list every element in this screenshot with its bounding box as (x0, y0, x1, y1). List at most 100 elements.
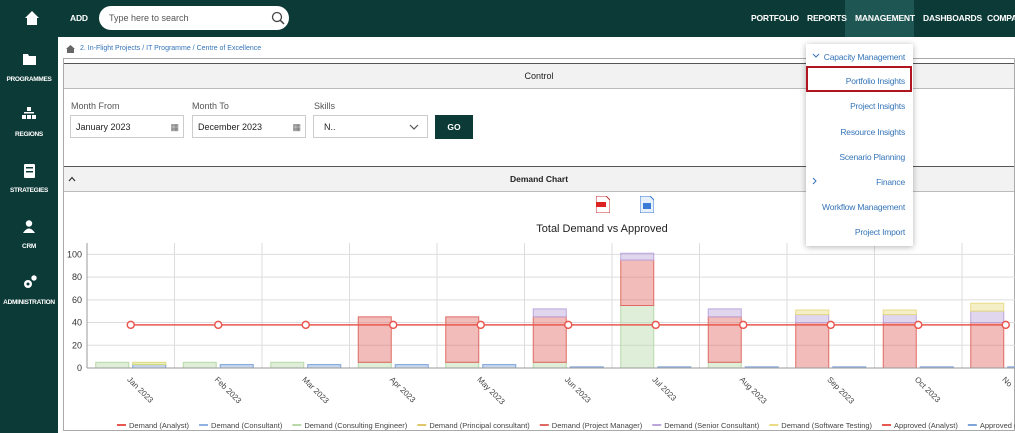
line-point (476, 320, 485, 330)
line-point (739, 320, 748, 330)
nav-item[interactable]: MANAGEMENT (855, 13, 915, 23)
chevron-down (409, 124, 419, 130)
y-tick-label: 100 (67, 249, 82, 259)
menu-item[interactable]: Resource Insights (840, 127, 905, 137)
x-tick-label: No (1000, 375, 1014, 389)
menu-item[interactable]: Project Insights (850, 101, 905, 111)
nav-item[interactable]: DASHBOARDS (923, 13, 982, 23)
menu-item[interactable]: Capacity Management (823, 52, 905, 62)
line-point (564, 320, 573, 330)
image-export-icon[interactable] (640, 196, 654, 213)
calendar-icon[interactable]: ▦ (292, 122, 301, 132)
chevron-right (812, 177, 817, 185)
menu-item[interactable]: Workflow Management (822, 202, 905, 212)
x-tick-label: Feb 2023 (213, 375, 244, 406)
active-nav-bg (845, 0, 914, 37)
menu-item[interactable]: Project Import (854, 227, 905, 237)
breadcrumb[interactable]: 2. In-Flight Projects / IT Programme / C… (80, 45, 262, 52)
month-to-input[interactable]: December 2023 ▦ (192, 115, 306, 138)
line-point (914, 320, 923, 330)
control-title: Control (524, 71, 554, 81)
field-label: Month To (192, 101, 229, 111)
admin-icon (24, 275, 37, 288)
menu-item[interactable]: Finance (876, 177, 905, 187)
bar-segment (620, 259, 655, 306)
x-tick-label: May 2023 (475, 375, 507, 407)
y-tick-label: 0 (77, 363, 82, 373)
sidebar-item[interactable]: PROGRAMMES (6, 76, 52, 83)
search-placeholder: Type here to search (109, 13, 189, 23)
search-box[interactable]: Type here to search (99, 6, 289, 30)
y-tick-label: 20 (72, 340, 82, 350)
demand-title: Demand Chart (509, 174, 569, 184)
bar-segment (882, 322, 917, 369)
y-tick-label: 80 (72, 272, 82, 282)
bar-segment (95, 361, 130, 369)
sidebar-item[interactable]: CRM (22, 243, 36, 250)
legend-label: Demand (Principal consultant) (429, 421, 530, 430)
bar-segment (357, 316, 392, 363)
legend-label: Demand (Consulting Engineer) (304, 421, 407, 430)
menu-item[interactable]: Portfolio Insights (845, 76, 905, 86)
y-tick-label: 40 (72, 318, 82, 328)
sidebar-item[interactable]: REGIONS (15, 131, 43, 138)
legend-label: Demand (Senior Consultant) (664, 421, 760, 430)
line-point (1001, 320, 1010, 330)
bar-segment (132, 361, 167, 366)
line-point (651, 320, 660, 330)
legend-label: Demand (Software Testing) (781, 421, 872, 430)
chart-title: Total Demand vs Approved (536, 223, 667, 235)
bar-segment (182, 361, 217, 369)
nav-item[interactable]: REPORTS (807, 13, 847, 23)
bar-segment (445, 316, 480, 363)
bar-segment (707, 361, 742, 369)
bar-segment (132, 364, 167, 369)
legend-label: Approved (Analyst) (894, 421, 958, 430)
home-icon[interactable] (24, 10, 40, 26)
chevron-down (812, 53, 820, 58)
bar-segment (620, 252, 655, 261)
bar-segment (394, 364, 429, 369)
legend-label: Approved (Consultant) (980, 421, 1015, 430)
top-bar: ADD Type here to search PORTFOLIO REPORT… (0, 0, 1015, 37)
x-tick-label: Sep 2023 (825, 375, 856, 406)
legend-label: Demand (Project Manager) (552, 421, 643, 430)
breadcrumb-home[interactable] (66, 45, 75, 53)
sidebar-item[interactable]: ADMINISTRATION (3, 299, 55, 306)
strategies-icon (24, 164, 35, 178)
add-button[interactable]: ADD (70, 13, 88, 23)
sidebar: PROGRAMMES REGIONS STRATEGIES CRM ADMINI… (0, 37, 58, 433)
month-from-input[interactable]: January 2023 ▦ (70, 115, 184, 138)
bar-segment (970, 310, 1005, 324)
y-tick-label: 60 (72, 295, 82, 305)
bar-segment (357, 361, 392, 369)
nav-item[interactable]: COMPA (987, 13, 1015, 23)
line-point (301, 320, 310, 330)
menu-item[interactable]: Scenario Planning (839, 152, 905, 162)
bar-segment (795, 322, 830, 369)
dropdown-menu: Capacity Management Portfolio Insights P… (806, 44, 913, 246)
x-tick-label: Mar 2023 (300, 375, 331, 406)
x-tick-label: Apr 2023 (388, 375, 418, 405)
collapse-icon[interactable] (68, 176, 76, 182)
search-icon[interactable] (271, 11, 285, 25)
bar-segment (882, 314, 917, 324)
bar-segment (532, 308, 567, 318)
calendar-icon[interactable]: ▦ (170, 122, 179, 132)
skills-select[interactable]: N.. (313, 115, 428, 138)
sidebar-item[interactable]: STRATEGIES (9, 187, 49, 194)
go-button[interactable]: GO (435, 115, 473, 139)
bar-segment (970, 302, 1005, 312)
bar-segment (307, 364, 342, 369)
bar-segment (620, 305, 655, 369)
nav-item[interactable]: PORTFOLIO (751, 13, 799, 23)
field-label: Month From (71, 101, 120, 111)
line-point (826, 320, 835, 330)
pdf-export-icon[interactable] (596, 196, 610, 213)
bar-segment (795, 314, 830, 324)
legend-label: Demand (Analyst) (129, 421, 190, 430)
highlight-box (806, 66, 912, 92)
select-value: N.. (324, 122, 336, 132)
